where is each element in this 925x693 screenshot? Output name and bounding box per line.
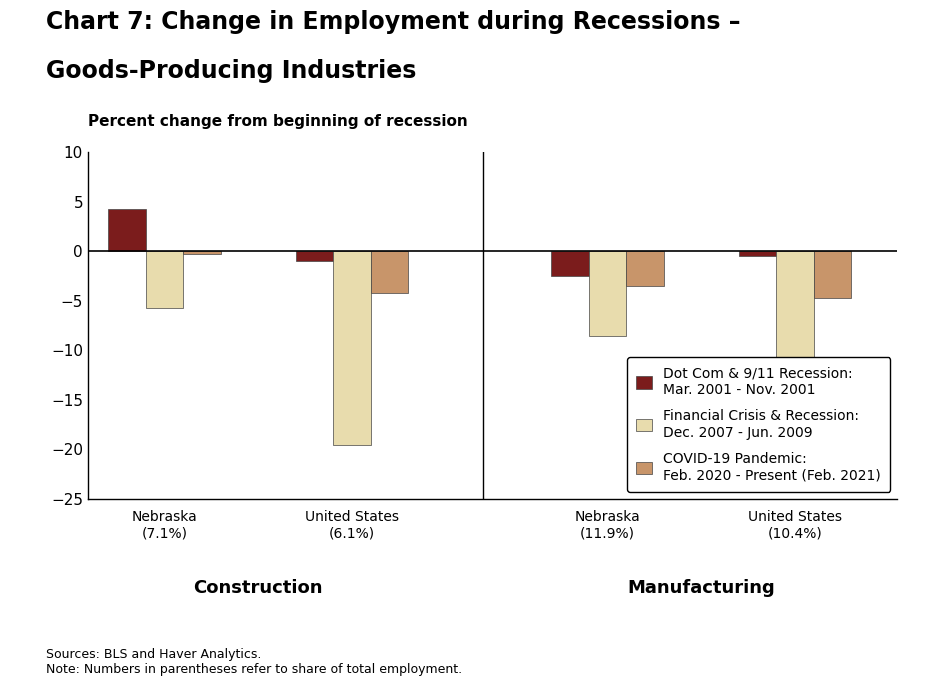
Bar bbox=[551, 252, 589, 277]
Bar bbox=[146, 252, 183, 308]
Bar bbox=[296, 252, 333, 261]
Legend: Dot Com & 9/11 Recession:
Mar. 2001 - Nov. 2001, Financial Crisis & Recession:
D: Dot Com & 9/11 Recession: Mar. 2001 - No… bbox=[627, 357, 890, 492]
Bar bbox=[739, 252, 776, 256]
Bar bbox=[108, 209, 146, 252]
Bar bbox=[333, 252, 371, 444]
Text: Manufacturing: Manufacturing bbox=[627, 579, 775, 597]
Bar bbox=[776, 252, 814, 398]
Bar bbox=[589, 252, 626, 335]
Bar bbox=[371, 252, 408, 293]
Bar bbox=[814, 252, 851, 298]
Text: Sources: BLS and Haver Analytics.
Note: Numbers in parentheses refer to share of: Sources: BLS and Haver Analytics. Note: … bbox=[46, 648, 462, 676]
Bar bbox=[183, 252, 221, 254]
Text: Chart 7: Change in Employment during Recessions –: Chart 7: Change in Employment during Rec… bbox=[46, 10, 741, 35]
Text: Percent change from beginning of recession: Percent change from beginning of recessi… bbox=[88, 114, 468, 130]
Text: Goods-Producing Industries: Goods-Producing Industries bbox=[46, 59, 416, 83]
Bar bbox=[626, 252, 664, 286]
Text: Construction: Construction bbox=[193, 579, 323, 597]
